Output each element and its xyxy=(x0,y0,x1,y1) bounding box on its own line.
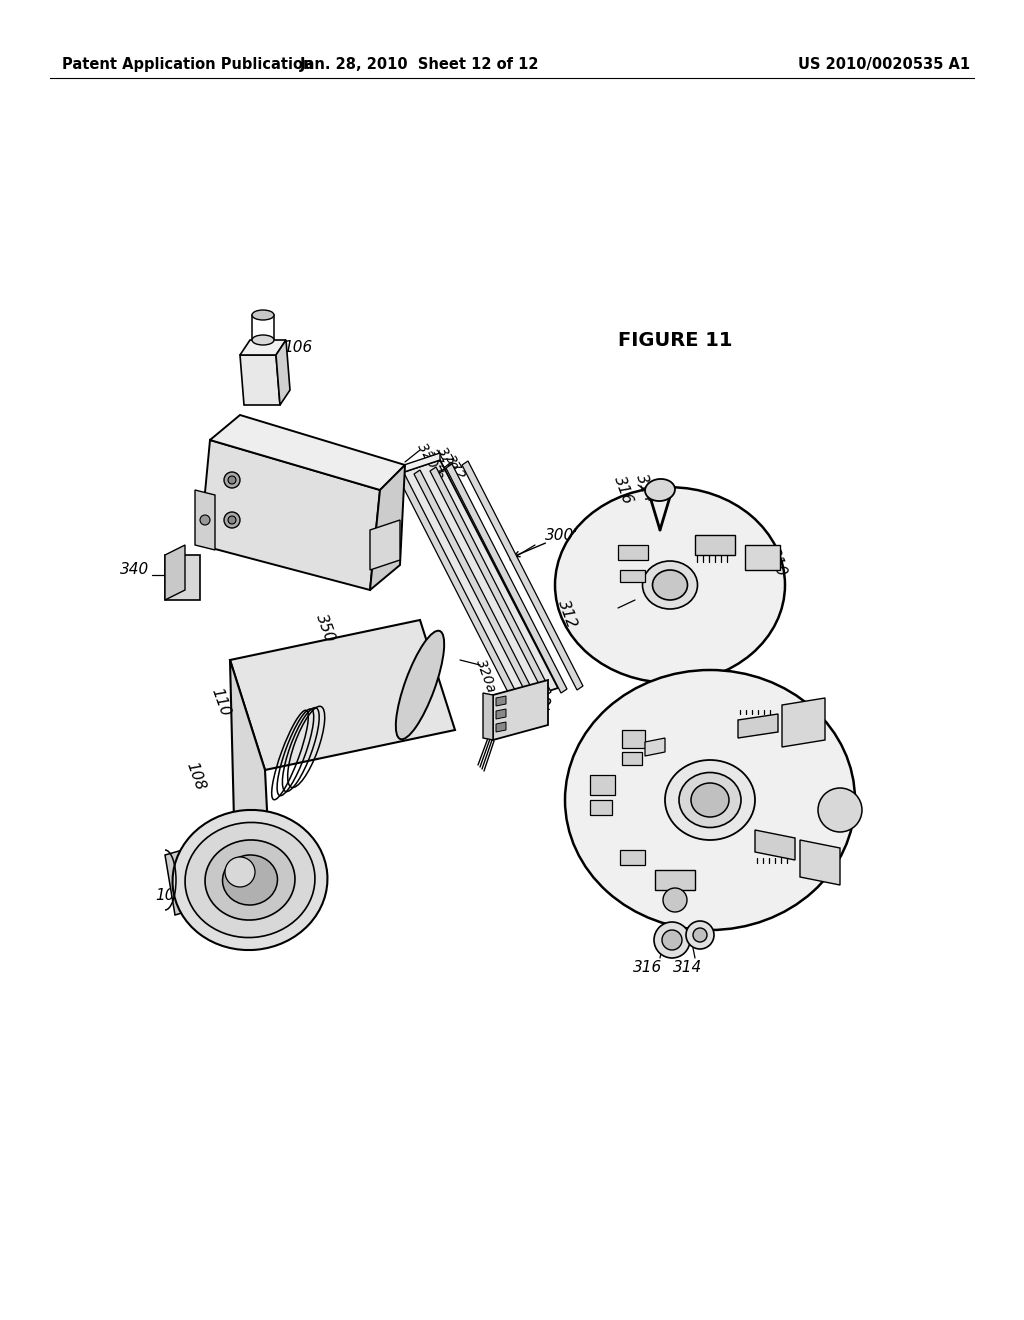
Polygon shape xyxy=(430,467,551,696)
Polygon shape xyxy=(620,850,645,865)
Text: 108: 108 xyxy=(183,759,207,792)
Polygon shape xyxy=(493,680,548,741)
Polygon shape xyxy=(195,490,215,550)
Polygon shape xyxy=(230,620,455,770)
Circle shape xyxy=(225,857,255,887)
Text: 320 b: 320 b xyxy=(414,441,445,482)
Ellipse shape xyxy=(396,631,444,739)
Polygon shape xyxy=(446,465,567,693)
Ellipse shape xyxy=(222,855,278,906)
Circle shape xyxy=(228,477,236,484)
Text: 300': 300' xyxy=(545,528,579,543)
Ellipse shape xyxy=(565,671,855,931)
Ellipse shape xyxy=(185,822,315,937)
Polygon shape xyxy=(210,414,406,490)
Polygon shape xyxy=(496,696,506,706)
Polygon shape xyxy=(800,840,840,884)
Ellipse shape xyxy=(555,487,785,682)
Polygon shape xyxy=(622,752,642,766)
Polygon shape xyxy=(398,459,558,702)
Circle shape xyxy=(663,888,687,912)
Polygon shape xyxy=(398,473,519,702)
Text: Jan. 28, 2010  Sheet 12 of 12: Jan. 28, 2010 Sheet 12 of 12 xyxy=(300,58,540,73)
Text: 372: 372 xyxy=(442,453,467,483)
Polygon shape xyxy=(622,730,645,748)
Polygon shape xyxy=(496,722,506,733)
Text: 314: 314 xyxy=(633,471,657,504)
Text: 374: 374 xyxy=(424,446,450,477)
Polygon shape xyxy=(755,830,795,861)
Polygon shape xyxy=(462,461,583,690)
Text: 314: 314 xyxy=(674,961,702,975)
Text: 320a: 320a xyxy=(473,657,499,696)
Polygon shape xyxy=(620,570,645,582)
Text: 340: 340 xyxy=(120,562,150,578)
Ellipse shape xyxy=(679,772,741,828)
Polygon shape xyxy=(483,693,493,741)
Polygon shape xyxy=(240,355,280,405)
Polygon shape xyxy=(618,545,648,560)
Polygon shape xyxy=(240,341,286,355)
Polygon shape xyxy=(695,535,735,554)
Ellipse shape xyxy=(252,310,274,319)
Polygon shape xyxy=(745,545,780,570)
Text: 312: 312 xyxy=(555,598,579,630)
Text: 106: 106 xyxy=(283,341,312,355)
Circle shape xyxy=(818,788,862,832)
Circle shape xyxy=(228,516,236,524)
Circle shape xyxy=(686,921,714,949)
Text: 370: 370 xyxy=(434,445,460,475)
Polygon shape xyxy=(496,709,506,719)
Polygon shape xyxy=(200,440,380,590)
Text: 330: 330 xyxy=(256,474,284,507)
Polygon shape xyxy=(165,845,210,915)
Ellipse shape xyxy=(652,570,687,601)
Circle shape xyxy=(662,931,682,950)
Text: 316: 316 xyxy=(611,474,635,506)
Ellipse shape xyxy=(252,335,274,345)
Polygon shape xyxy=(398,453,440,474)
Text: 316: 316 xyxy=(634,961,663,975)
Polygon shape xyxy=(230,660,270,870)
Polygon shape xyxy=(165,545,185,601)
Circle shape xyxy=(200,515,210,525)
Text: FIGURE 11: FIGURE 11 xyxy=(618,330,732,350)
Polygon shape xyxy=(782,698,825,747)
Text: 104: 104 xyxy=(155,887,184,903)
Text: 310: 310 xyxy=(765,545,790,578)
Text: 110: 110 xyxy=(208,685,232,718)
Polygon shape xyxy=(645,738,665,756)
Polygon shape xyxy=(370,465,406,590)
Ellipse shape xyxy=(173,810,328,950)
Text: 350: 350 xyxy=(313,612,337,644)
Polygon shape xyxy=(590,800,612,814)
Circle shape xyxy=(224,473,240,488)
Polygon shape xyxy=(276,341,290,405)
Ellipse shape xyxy=(691,783,729,817)
Ellipse shape xyxy=(642,561,697,609)
Circle shape xyxy=(654,921,690,958)
Ellipse shape xyxy=(665,760,755,840)
Polygon shape xyxy=(414,470,535,700)
Text: 360: 360 xyxy=(681,796,715,814)
Text: Patent Application Publication: Patent Application Publication xyxy=(62,58,313,73)
Circle shape xyxy=(224,512,240,528)
Polygon shape xyxy=(738,714,778,738)
Polygon shape xyxy=(655,870,695,890)
Polygon shape xyxy=(590,775,615,795)
Polygon shape xyxy=(370,520,400,570)
Circle shape xyxy=(693,928,707,942)
Ellipse shape xyxy=(645,479,675,502)
Text: US 2010/0020535 A1: US 2010/0020535 A1 xyxy=(798,58,970,73)
Polygon shape xyxy=(165,554,200,601)
Text: 302: 302 xyxy=(524,697,553,713)
Ellipse shape xyxy=(205,840,295,920)
